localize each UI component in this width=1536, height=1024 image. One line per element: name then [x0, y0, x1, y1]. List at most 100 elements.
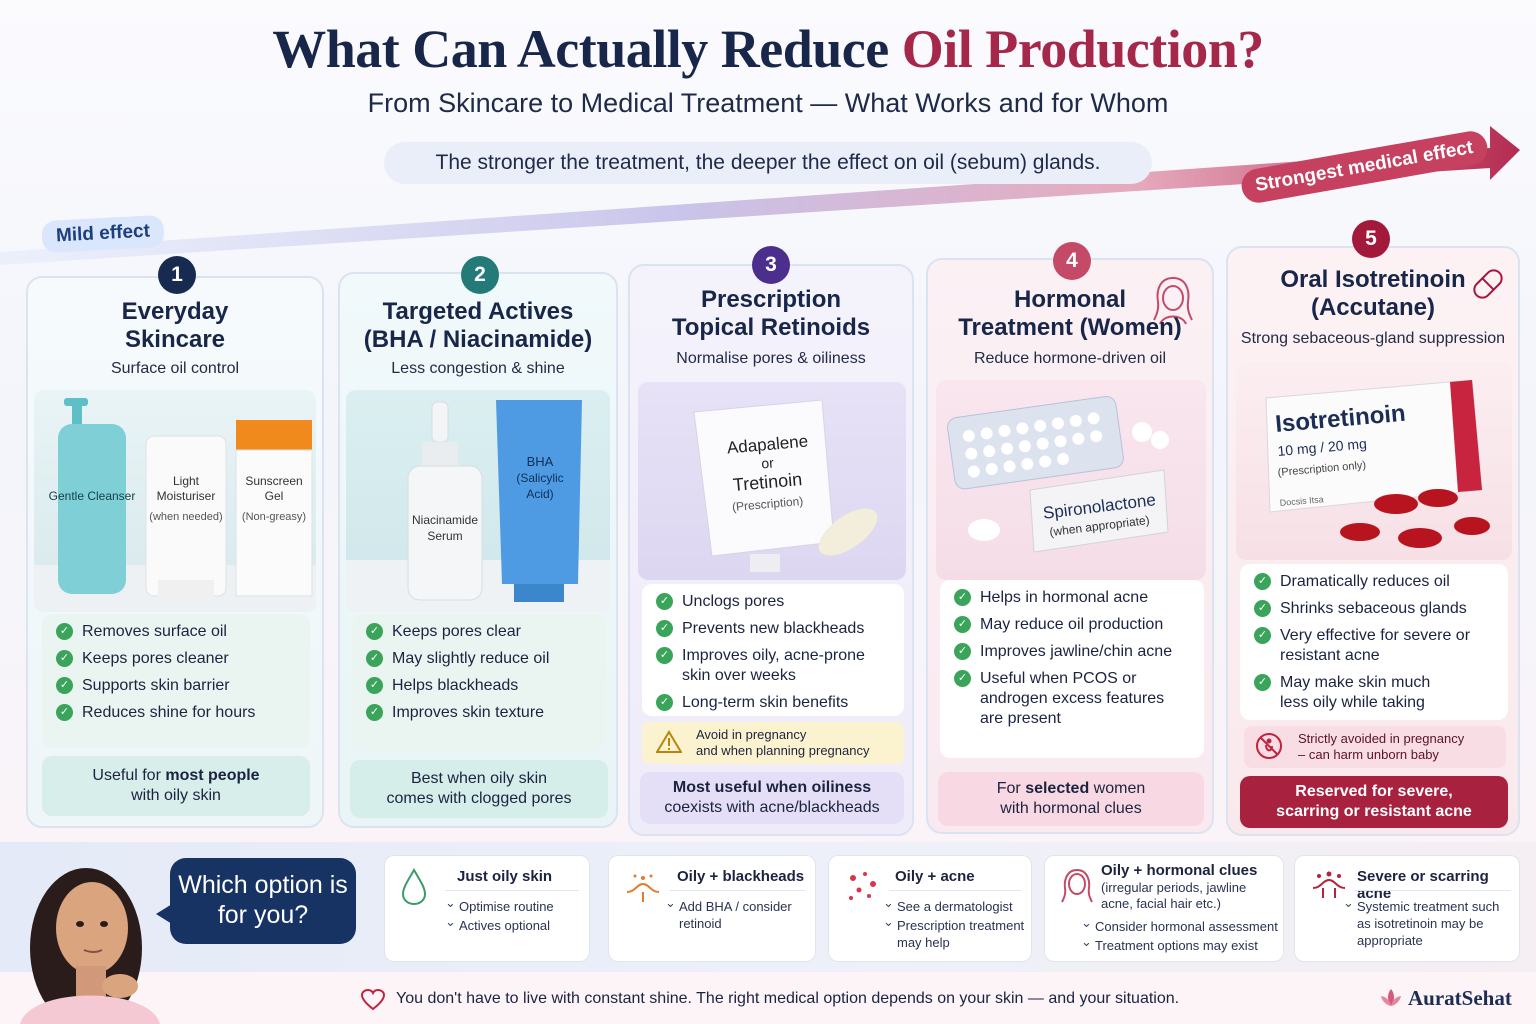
step-number: 4: [1053, 242, 1091, 280]
svg-text:Light: Light: [173, 474, 200, 488]
benefit-item: ✓ Keeps pores clear: [364, 622, 594, 642]
product-image: Adapalene or Tretinoin (Prescription): [638, 382, 906, 580]
step-number: 2: [461, 256, 499, 294]
benefits-list: ✓ Removes surface oil ✓ Keeps pores cleane…: [42, 614, 310, 748]
card-topical-retinoids: 3 Prescription Topical Retinoids Normalis…: [628, 246, 914, 836]
warning-icon: [656, 730, 682, 753]
benefit-item: ✓ May slightly reduce oil: [364, 649, 594, 669]
scenario-item: Add BHA / consider retinoid: [665, 894, 811, 932]
card-footer: For selected women with hormonal clues: [938, 772, 1204, 826]
footer-tagline: You don't have to live with constant shi…: [396, 990, 1180, 1007]
scenario-item: Prescription treatment may help: [883, 913, 1029, 951]
card-subtitle: Normalise pores & oiliness: [676, 350, 866, 367]
svg-text:or: or: [761, 454, 775, 471]
page-title: What Can Actually Reduce Oil Production?: [0, 18, 1536, 80]
scenario-item: See a dermatologist: [883, 894, 1029, 915]
title-accent: Oil Production?: [901, 19, 1265, 79]
svg-text:Gentle Cleanser: Gentle Cleanser: [49, 489, 136, 503]
benefit-item: ✓ Keeps pores cleaner: [54, 649, 298, 669]
woman-thinking-illustration: [20, 868, 160, 1024]
svg-text:BHA: BHA: [527, 454, 554, 469]
card-title: Targeted Actives (BHA / Niacinamide): [363, 298, 593, 353]
card-footer: Best when oily skin comes with clogged po…: [350, 760, 608, 818]
mild-effect-label: Mild effect: [41, 214, 165, 254]
benefit-item: ✓ May make skin much less oily while taki…: [1252, 673, 1452, 713]
scenario-item: Consider hormonal assessment: [1081, 914, 1281, 935]
benefit-item: ✓ Helps blackheads: [364, 676, 594, 696]
benefit-item: ✓ Improves oily, acne-prone skin over wee…: [654, 646, 874, 686]
benefits-list: ✓ Keeps pores clear ✓ May slightly reduce …: [352, 614, 606, 750]
benefit-item: ✓ Useful when PCOS or androgen excess fea…: [952, 669, 1172, 729]
hormonal-products-image: Spironolactone (when appropriate): [947, 396, 1169, 553]
svg-text:(Salicylic: (Salicylic: [516, 471, 563, 485]
title-main: What Can Actually Reduce: [272, 19, 902, 79]
svg-text:Sunscreen: Sunscreen: [245, 474, 302, 488]
isotretinoin-box-image: Isotretinoin 10 mg / 20 mg (Prescription…: [1265, 379, 1490, 548]
inflamed-skin-icon: [1312, 871, 1346, 898]
svg-text:Acid): Acid): [526, 487, 553, 501]
brand-logo: AuratSehat: [1408, 986, 1512, 1010]
card-subtitle: Less congestion & shine: [391, 360, 565, 377]
svg-text:Serum: Serum: [427, 529, 462, 543]
card-hormonal-treatment: 4 Hormonal Treatment (Women) Reduce hormo…: [926, 242, 1214, 834]
benefit-item: ✓ May reduce oil production: [952, 615, 1192, 635]
card-subtitle: Strong sebaceous-gland suppression: [1240, 330, 1506, 347]
svg-text:Gel: Gel: [265, 489, 284, 503]
benefit-item: ✓ Supports skin barrier: [54, 676, 298, 696]
svg-text:10 mg / 20 mg: 10 mg / 20 mg: [1277, 435, 1368, 459]
product-image: Spironolactone (when appropriate): [936, 380, 1206, 580]
acne-dots-icon: [849, 872, 876, 900]
woman-face-icon: [1061, 869, 1093, 903]
scenario-severe: Severe or scarring acne Systemic treatme…: [1294, 855, 1520, 962]
scenario-item: Actives optional: [445, 913, 585, 934]
capsule-icon: [1473, 269, 1503, 299]
benefit-item: ✓ Long-term skin benefits: [654, 693, 892, 713]
strength-arrow: [0, 126, 1520, 265]
card-title: Everyday Skincare: [121, 298, 229, 353]
page-subtitle: From Skincare to Medical Treatment — Wha…: [367, 88, 1169, 118]
clogged-pore-icon: [626, 874, 660, 902]
no-pregnancy-icon: [1256, 733, 1282, 759]
benefits-list: ✓ Dramatically reduces oil ✓ Shrinks sebac…: [1240, 564, 1508, 720]
brand-lotus-icon: [1381, 989, 1401, 1006]
benefit-item: ✓ Improves jawline/chin acne: [952, 642, 1192, 662]
card-title: Hormonal Treatment (Women): [958, 286, 1182, 341]
question-bubble: Which option is for you?: [156, 858, 356, 944]
benefit-item: ✓ Prevents new blackheads: [654, 619, 892, 639]
benefit-item: ✓ Helps in hormonal acne: [952, 588, 1192, 608]
scenario-item: Systemic treatment such as isotretinoin …: [1343, 894, 1515, 949]
card-oral-isotretinoin: 5 Oral Isotretinoin (Accutane) Strong seb…: [1226, 220, 1520, 836]
product-image: Isotretinoin 10 mg / 20 mg (Prescription…: [1236, 362, 1512, 560]
scenario-item: Optimise routine: [445, 894, 585, 915]
benefit-item: ✓ Shrinks sebaceous glands: [1252, 599, 1496, 619]
card-targeted-actives: 2 Targeted Actives (BHA / Niacinamide) Le…: [338, 256, 618, 828]
retinoid-tube-image: Adapalene or Tretinoin (Prescription): [693, 399, 878, 572]
woman-icon: [1153, 277, 1193, 325]
svg-text:(Non-greasy): (Non-greasy): [242, 511, 306, 523]
svg-text:Docsis Itsa: Docsis Itsa: [1279, 494, 1324, 508]
scenario-item: Treatment options may exist: [1081, 933, 1281, 954]
benefit-item: ✓ Removes surface oil: [54, 622, 298, 642]
scenario-hormonal: Oily + hormonal clues (irregular periods…: [1044, 855, 1284, 962]
svg-text:Niacinamide: Niacinamide: [412, 513, 478, 527]
benefit-item: ✓ Reduces shine for hours: [54, 703, 298, 723]
card-footer: Most useful when oiliness coexists with a…: [640, 772, 904, 824]
step-number: 1: [158, 256, 196, 294]
card-footer: Reserved for severe, scarring or resistan…: [1240, 776, 1508, 828]
benefit-item: ✓ Very effective for severe or resistant …: [1252, 626, 1488, 666]
card-title: Oral Isotretinoin (Accutane): [1280, 266, 1466, 321]
card-subtitle: Reduce hormone-driven oil: [973, 350, 1167, 367]
benefit-item: ✓ Unclogs pores: [654, 592, 892, 612]
oil-drop-icon: [401, 868, 427, 906]
pregnancy-warning: Avoid in pregnancy and when planning preg…: [642, 722, 904, 764]
benefits-list: ✓ Helps in hormonal acne ✓ May reduce oil …: [940, 580, 1204, 758]
svg-text:(when needed): (when needed): [149, 511, 222, 523]
scenario-just-oily: Just oily skin Optimise routine Actives …: [384, 855, 590, 962]
pregnancy-warning: Strictly avoided in pregnancy – can harm …: [1244, 726, 1506, 768]
svg-text:(Prescription): (Prescription): [731, 494, 803, 514]
card-everyday-skincare: 1 Everyday Skincare Surface oil control G…: [26, 256, 324, 828]
step-number: 3: [752, 246, 790, 284]
card-title: Prescription Topical Retinoids: [671, 286, 871, 341]
strength-strip: The stronger the treatment, the deeper t…: [384, 142, 1152, 184]
benefits-list: ✓ Unclogs pores ✓ Prevents new blackheads …: [642, 584, 904, 716]
